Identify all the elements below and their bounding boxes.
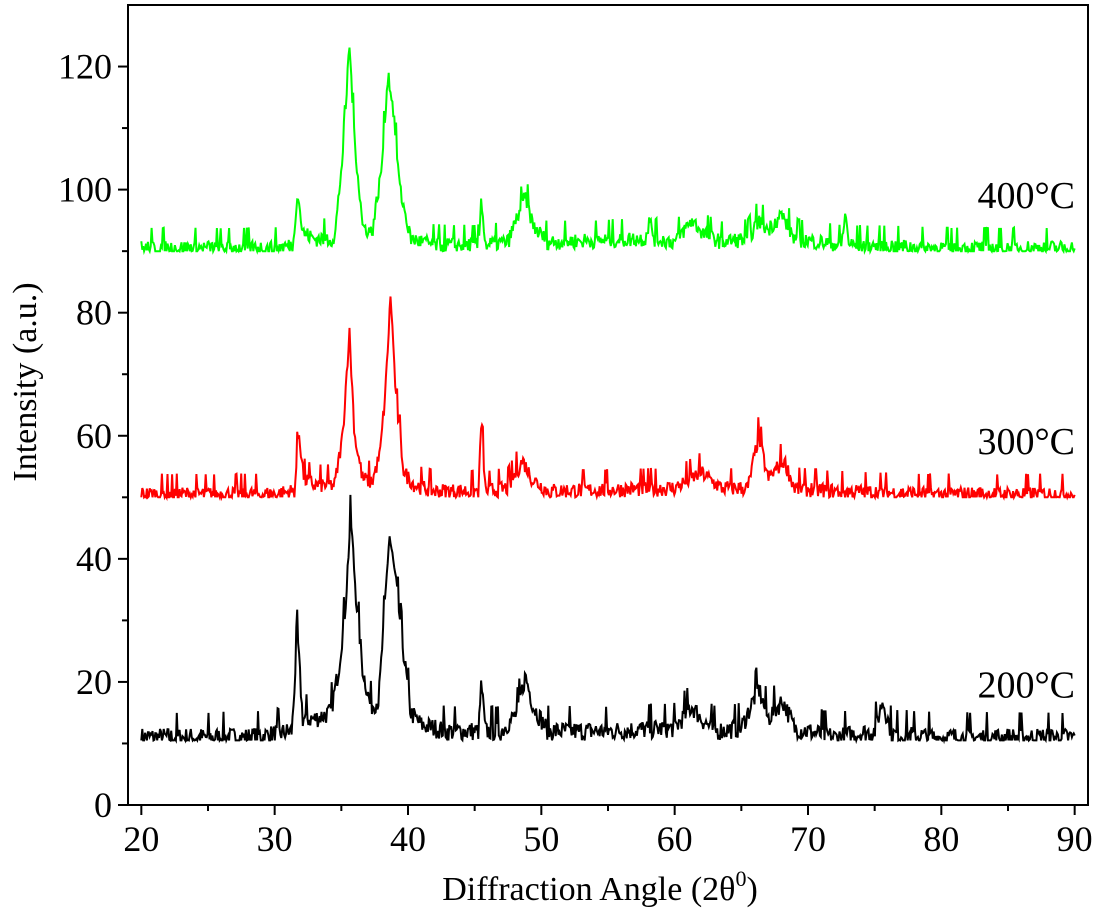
series-line	[140, 494, 1076, 745]
y-tick-label: 120	[58, 47, 112, 87]
y-axis-title: Intensity (a.u.)	[7, 282, 44, 481]
plot-frame	[127, 4, 1089, 806]
x-tick-label: 30	[257, 819, 293, 859]
series-line	[140, 296, 1076, 502]
y-tick-label: 20	[76, 662, 112, 702]
y-tick-label: 100	[58, 170, 112, 210]
series-layer	[140, 47, 1076, 745]
x-axis-title: Diffraction Angle (2θ0)	[442, 866, 758, 908]
tick-layer: 20 30 40 50 60 70 80 90 0 20 40 60 80 100 120	[58, 47, 1093, 859]
series-label: 300°C	[977, 421, 1075, 463]
x-tick-label: 60	[657, 819, 693, 859]
x-tick-label: 20	[123, 819, 159, 859]
y-tick-label: 80	[76, 293, 112, 333]
x-tick-label: 50	[523, 819, 559, 859]
series-label: 200°C	[977, 664, 1075, 706]
y-tick-label: 0	[94, 785, 112, 825]
x-tick-label: 40	[390, 819, 426, 859]
series-line	[140, 47, 1076, 256]
y-tick-label: 40	[76, 539, 112, 579]
x-tick-label: 90	[1057, 819, 1093, 859]
series-label: 400°C	[977, 175, 1075, 217]
x-tick-label: 70	[790, 819, 826, 859]
x-tick-label: 80	[923, 819, 959, 859]
series-label-layer: 200°C 300°C 400°C	[977, 175, 1075, 706]
y-tick-label: 60	[76, 416, 112, 456]
